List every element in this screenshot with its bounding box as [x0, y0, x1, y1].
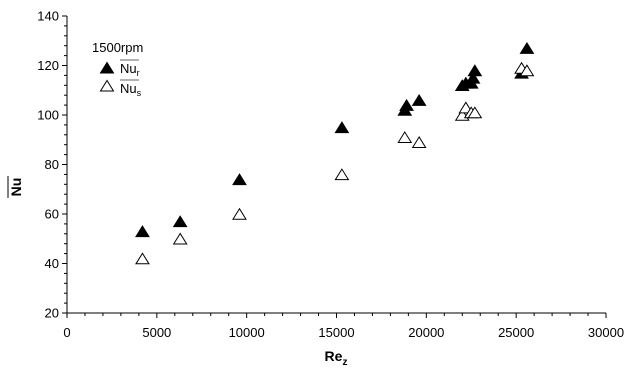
point-nu-r: [399, 98, 414, 111]
x-tick-label: 5000: [142, 325, 171, 340]
x-tick-label: 15000: [318, 325, 354, 340]
point-nu-r: [467, 64, 483, 77]
y-axis-label-group: Nu: [7, 176, 24, 198]
legend: 1500rpm Nur Nus: [92, 40, 143, 98]
y-axis-label: Nu: [8, 178, 24, 197]
point-nu-r: [135, 225, 150, 238]
x-tick-label: 0: [63, 325, 70, 340]
point-nu-s: [467, 106, 483, 119]
y-tick-label: 60: [45, 207, 59, 222]
legend-title: 1500rpm: [92, 40, 143, 55]
x-axis-ticks: 0 5000 10000 15000 20000 25000 30000: [63, 313, 624, 340]
y-tick-label: 20: [45, 306, 59, 321]
point-nu-r: [334, 121, 350, 134]
y-tick-label: 140: [37, 9, 59, 24]
point-nu-r: [232, 173, 247, 186]
point-nu-r: [519, 41, 535, 54]
point-nu-s: [411, 136, 427, 148]
point-nu-s: [334, 168, 350, 181]
point-nu-r: [172, 215, 188, 228]
x-tick-label: 20000: [408, 325, 444, 340]
point-nu-s: [172, 232, 188, 245]
y-tick-label: 100: [37, 108, 59, 123]
legend-label-nu-r: Nur: [120, 61, 140, 78]
y-tick-label: 40: [45, 256, 59, 271]
legend-marker-nu-s: [99, 79, 115, 92]
x-tick-label: 25000: [498, 325, 534, 340]
point-nu-s: [519, 64, 535, 77]
y-tick-label: 80: [45, 157, 59, 172]
point-nu-r: [465, 71, 481, 84]
legend-label-nu-s: Nus: [120, 81, 142, 98]
legend-marker-nu-r: [99, 61, 115, 74]
point-nu-s: [135, 252, 150, 265]
point-nu-s: [232, 207, 247, 220]
point-nu-s: [397, 131, 413, 144]
data-points: [135, 41, 535, 265]
point-nu-r: [411, 93, 427, 106]
y-axis-ticks: 20 40 60 80 100 120 140: [37, 9, 67, 321]
x-tick-label: 30000: [588, 325, 624, 340]
x-axis-label: Rez: [325, 348, 348, 368]
y-tick-label: 120: [37, 58, 59, 73]
x-tick-label: 10000: [229, 325, 265, 340]
